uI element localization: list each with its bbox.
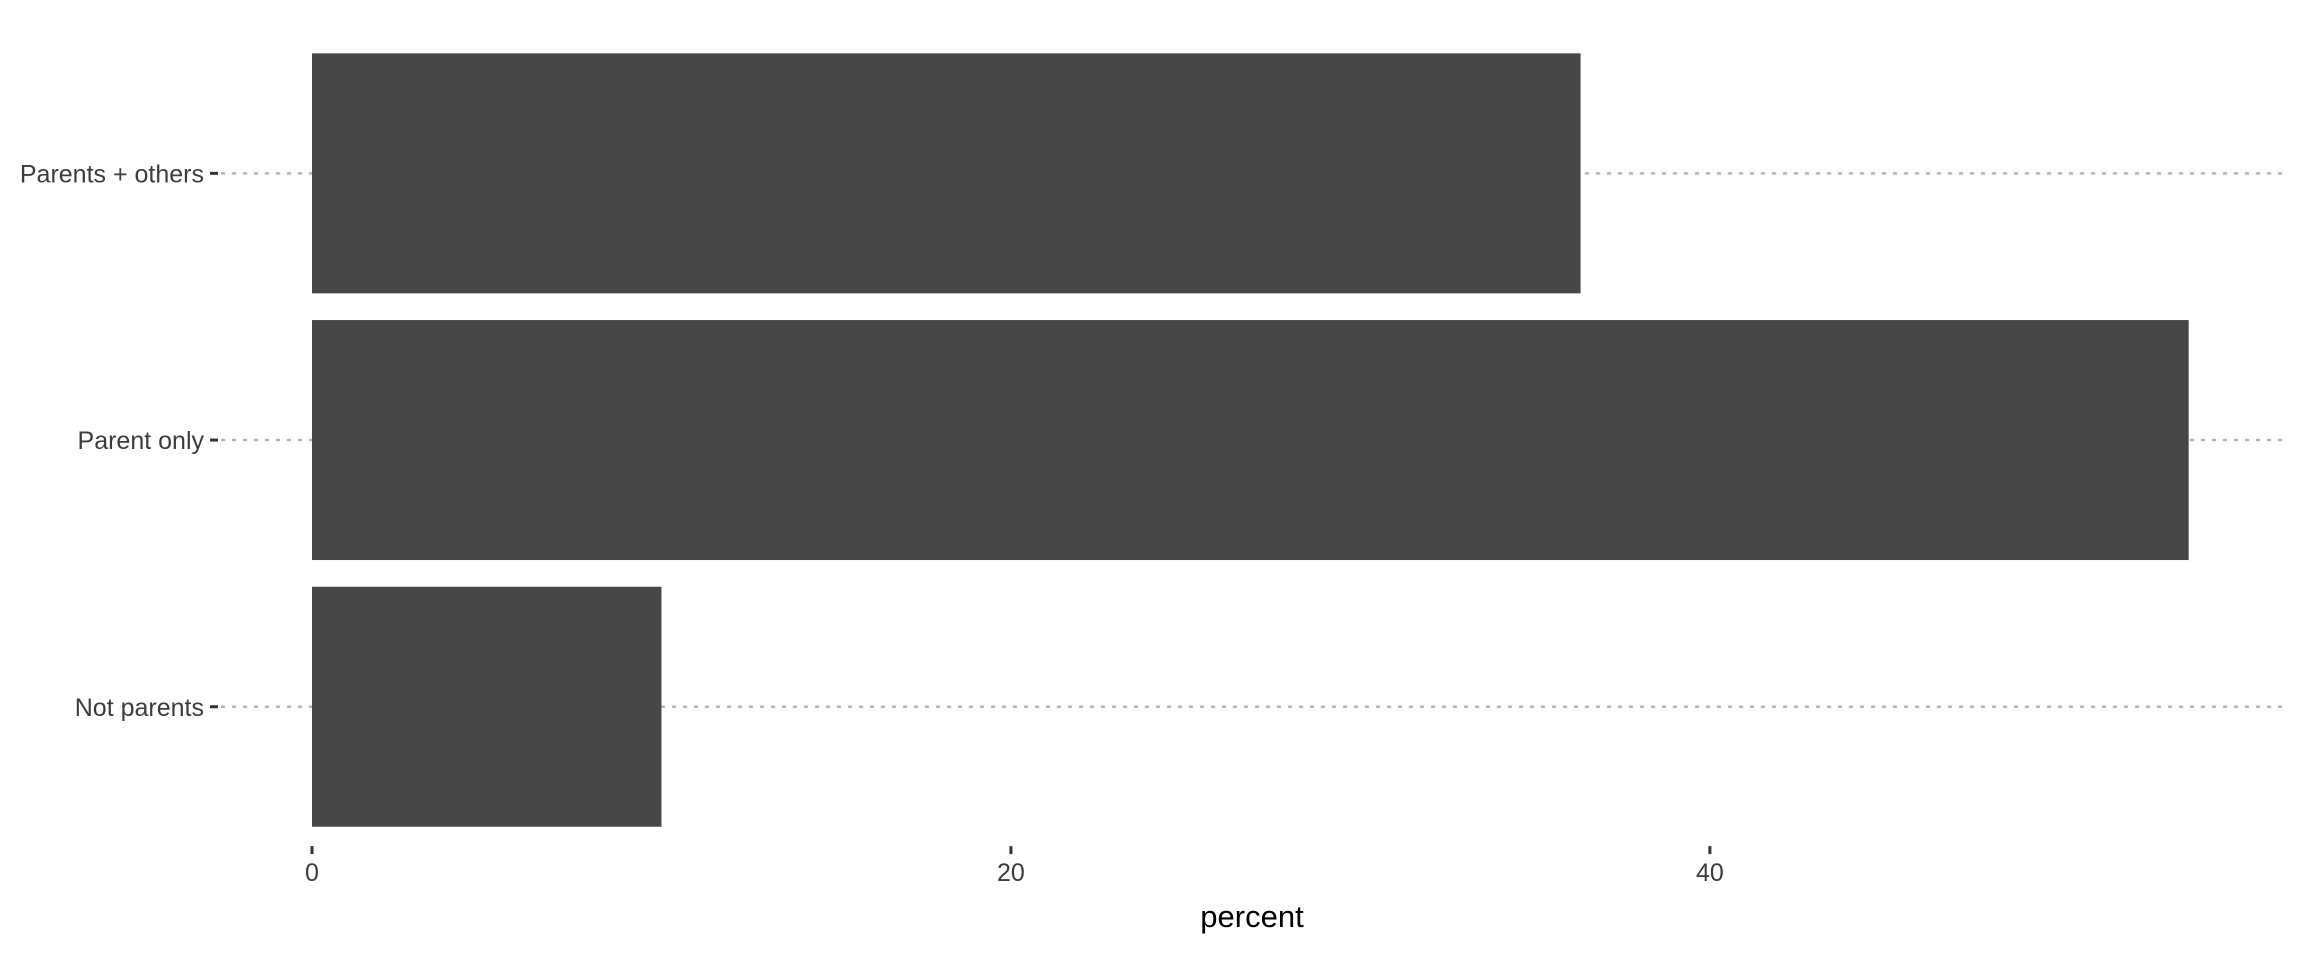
x-tick-label-2: 40 xyxy=(1696,859,1724,887)
y-axis-ticks: Parents + others Parent only Not parents xyxy=(20,160,218,722)
y-tick-label-1: Parent only xyxy=(78,427,205,455)
bar-2 xyxy=(312,586,662,827)
x-axis-ticks: 0 20 40 xyxy=(305,846,1724,887)
bar-layer xyxy=(312,53,2189,827)
x-tick-label-1: 20 xyxy=(997,859,1025,887)
bar-0 xyxy=(312,53,1581,294)
bar-1 xyxy=(312,320,2189,561)
y-tick-label-0: Parents + others xyxy=(20,160,204,188)
x-axis-title: percent xyxy=(1200,899,1304,934)
x-tick-label-0: 0 xyxy=(305,859,319,887)
y-tick-label-2: Not parents xyxy=(75,694,204,722)
